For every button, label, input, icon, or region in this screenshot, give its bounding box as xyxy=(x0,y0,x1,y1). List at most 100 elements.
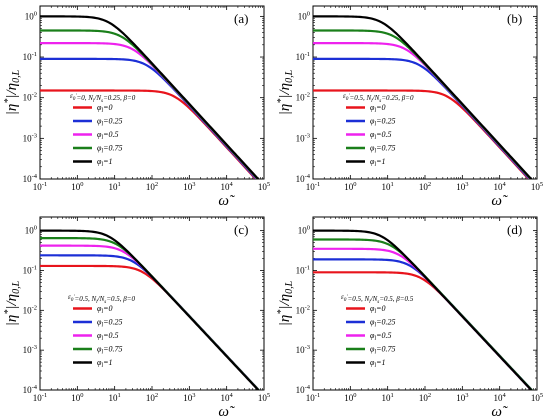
legend-label: φl=0.25 xyxy=(97,318,123,329)
series-line xyxy=(313,57,532,179)
x-tick-label: 105 xyxy=(531,181,543,192)
x-axis-label: ω̃ xyxy=(218,404,235,418)
x-tick-label: 101 xyxy=(109,392,121,403)
y-tick-label: 10-2 xyxy=(23,304,37,315)
x-tick-label: 103 xyxy=(456,392,468,403)
y-tick-label: 100 xyxy=(25,10,37,21)
panel-label: (a) xyxy=(234,11,248,26)
y-tick-label: 10-3 xyxy=(23,344,37,355)
legend-label: φl=0.25 xyxy=(370,117,396,128)
legend-label: φl=0 xyxy=(370,304,386,315)
y-axis-label: |η*|/η0,L xyxy=(3,280,22,326)
y-tick-label: 10-4 xyxy=(296,173,311,184)
y-tick-label: 10-1 xyxy=(296,51,310,62)
x-tick-label: 105 xyxy=(531,392,543,403)
legend-label: φl=1 xyxy=(370,358,386,369)
y-tick-label: 10-1 xyxy=(23,264,37,275)
y-tick-label: 10-2 xyxy=(296,92,310,103)
conditions-text: ε0'=0.5, Nl/Ns=0.5, β=0 xyxy=(68,293,136,305)
series-line xyxy=(313,89,531,179)
series-group xyxy=(313,15,533,179)
legend-label: φl=0.75 xyxy=(97,345,123,356)
y-tick-label: 10-4 xyxy=(23,173,38,184)
x-tick-label: 102 xyxy=(419,181,431,192)
y-axis-label: |η*|/η0,L xyxy=(3,69,22,115)
chart-panel: 10-1 100 101 102 103 104 105 10-4 10-3 10-2 10-1 10… xyxy=(3,216,270,418)
conditions-text: ε0'=0, Nl/Ns=0.25, β=0 xyxy=(70,92,136,104)
x-tick-label: 104 xyxy=(221,392,234,403)
legend-label: φl=1 xyxy=(97,157,113,168)
y-tick-label: 10-3 xyxy=(296,344,310,355)
x-tick-label: 105 xyxy=(258,181,270,192)
legend-label: φl=0 xyxy=(97,103,113,114)
x-tick-label: 105 xyxy=(258,392,270,403)
x-tick-label: 102 xyxy=(146,181,158,192)
legend-label: φl=0 xyxy=(97,304,113,315)
x-tick-label: 104 xyxy=(494,392,507,403)
legend-label: φl=0.5 xyxy=(97,130,119,141)
x-tick-label: 103 xyxy=(183,181,195,192)
panel-label: (c) xyxy=(234,222,248,237)
x-tick-label: 10-1 xyxy=(306,181,320,192)
x-tick-label: 101 xyxy=(109,181,121,192)
series-line xyxy=(313,15,533,179)
y-tick-label: 10-1 xyxy=(296,264,310,275)
x-axis-label: ω̃ xyxy=(218,193,235,209)
series-line xyxy=(313,271,534,390)
plot-frame xyxy=(312,216,538,391)
x-tick-label: 102 xyxy=(419,392,431,403)
y-tick-label: 10-4 xyxy=(296,384,311,395)
y-tick-label: 10-4 xyxy=(23,384,38,395)
series-line xyxy=(40,237,261,390)
y-tick-label: 10-1 xyxy=(23,51,37,62)
x-tick-label: 101 xyxy=(382,392,394,403)
series-line xyxy=(40,264,261,390)
series-group xyxy=(40,229,261,390)
chart-panel: 10-1 100 101 102 103 104 105 10-4 10-3 10-2 10-1 10… xyxy=(3,5,270,209)
legend-label: φl=1 xyxy=(97,358,113,369)
x-tick-label: 103 xyxy=(183,392,195,403)
x-tick-label: 101 xyxy=(382,181,394,192)
x-tick-label: 100 xyxy=(71,392,83,403)
panel-label: (d) xyxy=(507,222,522,237)
x-tick-label: 104 xyxy=(221,181,234,192)
legend-label: φl=0.25 xyxy=(97,117,123,128)
chart-panel: 10-1 100 101 102 103 104 105 10-4 10-3 10-2 10-1 10… xyxy=(276,216,543,418)
y-tick-label: 100 xyxy=(25,225,37,236)
legend-label: φl=0.5 xyxy=(97,331,119,342)
x-tick-label: 100 xyxy=(71,181,83,192)
series-group xyxy=(40,15,260,179)
series-line xyxy=(40,15,260,179)
legend-label: φl=0.75 xyxy=(97,144,123,155)
x-tick-label: 103 xyxy=(456,181,468,192)
x-tick-label: 100 xyxy=(344,181,356,192)
y-tick-label: 100 xyxy=(298,225,310,236)
plot-frame xyxy=(39,216,265,391)
x-tick-label: 100 xyxy=(344,392,356,403)
y-axis-label: |η*|/η0,L xyxy=(276,69,295,115)
series-line xyxy=(40,89,258,179)
series-line xyxy=(40,229,260,390)
conditions-text: ε0'=0.5, Nl/Ns=0.25, β=0 xyxy=(343,92,414,104)
x-tick-label: 102 xyxy=(146,392,158,403)
x-tick-label: 10-1 xyxy=(306,392,320,403)
conditions-text: ε0'=0.5, Nl/Ns=0.5, β=0.5 xyxy=(341,293,414,305)
x-tick-label: 10-1 xyxy=(33,392,47,403)
x-tick-label: 10-1 xyxy=(33,181,47,192)
series-group xyxy=(313,229,534,390)
x-axis-label: ω̃ xyxy=(491,404,508,418)
chart-panel: 10-1 100 101 102 103 104 105 10-4 10-3 10-2 10-1 10… xyxy=(276,5,543,209)
y-tick-label: 10-2 xyxy=(296,304,310,315)
series-line xyxy=(40,244,261,390)
x-tick-label: 104 xyxy=(494,181,507,192)
legend-label: φl=0 xyxy=(370,103,386,114)
series-line xyxy=(313,229,533,390)
x-axis-label: ω̃ xyxy=(491,193,508,209)
legend-label: φl=0.5 xyxy=(370,130,392,141)
y-tick-label: 10-3 xyxy=(296,132,310,143)
y-tick-label: 10-2 xyxy=(23,92,37,103)
legend-label: φl=0.5 xyxy=(370,331,392,342)
y-axis-label: |η*|/η0,L xyxy=(276,280,295,326)
legend-label: φl=1 xyxy=(370,157,386,168)
